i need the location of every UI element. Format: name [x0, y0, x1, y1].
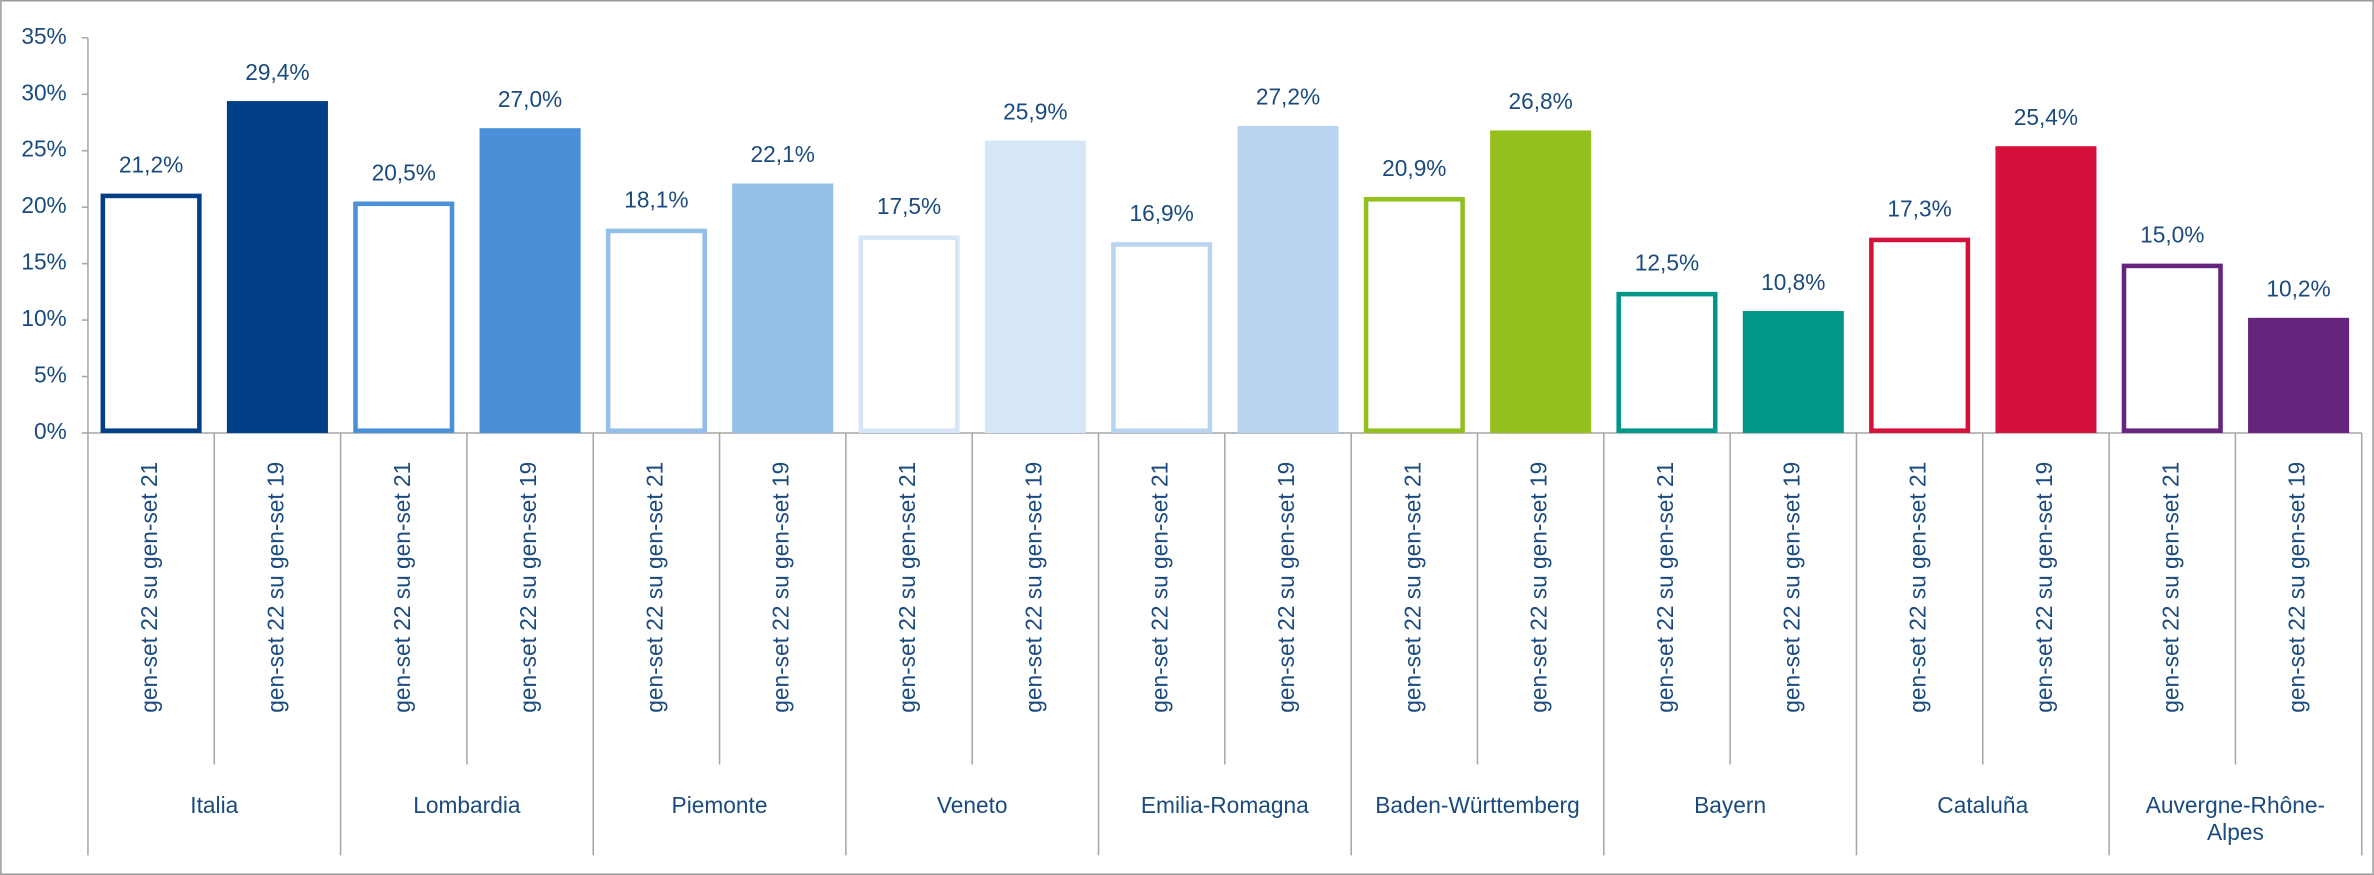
value-label: 12,5% — [1635, 250, 1699, 276]
bar — [732, 183, 834, 433]
bar — [1490, 130, 1592, 433]
category-label: Piemonte — [671, 793, 768, 819]
x-tick-label: gen-set 22 su gen-set 19 — [1526, 462, 1552, 713]
bar — [226, 101, 328, 433]
value-label: 16,9% — [1130, 200, 1194, 226]
category-label: Cataluña — [1937, 793, 2029, 819]
category-label: Veneto — [936, 793, 1008, 819]
y-tick-label: 25% — [21, 136, 66, 162]
category-label-box: Bayern — [1694, 793, 1767, 819]
value-label: 25,4% — [2014, 104, 2078, 130]
x-tick-label: gen-set 22 su gen-set 19 — [515, 462, 541, 713]
bar — [1742, 311, 1844, 433]
x-tick-label: gen-set 22 su gen-set 21 — [136, 462, 162, 713]
x-tick-label: gen-set 22 su gen-set 21 — [1399, 462, 1425, 713]
x-tick-label: gen-set 22 su gen-set 19 — [2284, 462, 2310, 713]
bar — [353, 201, 455, 433]
category-label-box: Piemonte — [671, 793, 768, 819]
y-tick-label: 30% — [21, 79, 66, 105]
bar — [479, 128, 581, 433]
value-label: 25,9% — [1003, 98, 1067, 124]
value-label: 10,2% — [2266, 276, 2330, 302]
bar — [2121, 263, 2223, 433]
category-label-box: Auvergne-Rhône-Alpes — [2145, 793, 2326, 847]
bar — [1869, 237, 1971, 433]
category-label: Emilia-Romagna — [1140, 793, 1309, 819]
bar — [1363, 197, 1465, 433]
x-tick-label: gen-set 22 su gen-set 19 — [2031, 462, 2057, 713]
value-label: 20,9% — [1382, 155, 1446, 181]
bar — [1995, 146, 2097, 433]
value-label: 29,4% — [245, 59, 309, 85]
category-label: Auvergne-Rhône-Alpes — [2145, 793, 2326, 847]
bar — [984, 140, 1086, 433]
x-tick-label: gen-set 22 su gen-set 21 — [1147, 462, 1173, 713]
bar — [100, 193, 202, 433]
category-label: Baden-Württemberg — [1375, 793, 1580, 819]
value-label: 26,8% — [1508, 88, 1572, 114]
value-label: 10,8% — [1761, 269, 1825, 295]
category-label: Italia — [190, 793, 239, 819]
value-label: 27,2% — [1256, 84, 1320, 110]
value-label: 22,1% — [751, 141, 815, 167]
x-tick-label: gen-set 22 su gen-set 19 — [1273, 462, 1299, 713]
bar — [1237, 125, 1339, 433]
x-tick-label: gen-set 22 su gen-set 21 — [2157, 462, 2183, 713]
category-label: Lombardia — [413, 793, 521, 819]
category-label-box: Baden-Württemberg — [1375, 793, 1580, 819]
bar — [1111, 242, 1213, 433]
y-tick-label: 20% — [21, 192, 66, 218]
y-tick-label: 15% — [21, 249, 66, 275]
category-label-box: Lombardia — [413, 793, 521, 819]
bar — [1616, 291, 1718, 433]
y-tick-label: 0% — [34, 418, 67, 444]
value-label: 27,0% — [498, 86, 562, 112]
category-label-box: Cataluña — [1937, 793, 2029, 819]
x-tick-label: gen-set 22 su gen-set 21 — [1652, 462, 1678, 713]
y-tick-label: 5% — [34, 362, 67, 388]
bar — [858, 235, 960, 433]
x-tick-label: gen-set 22 su gen-set 19 — [262, 462, 288, 713]
value-label: 17,5% — [877, 193, 941, 219]
x-tick-label: gen-set 22 su gen-set 21 — [389, 462, 415, 713]
value-label: 18,1% — [624, 186, 688, 212]
x-tick-label: gen-set 22 su gen-set 21 — [641, 462, 667, 713]
category-label-box: Italia — [190, 793, 239, 819]
y-tick-label: 10% — [21, 305, 66, 331]
value-label: 15,0% — [2140, 221, 2204, 247]
y-tick-label: 35% — [21, 23, 66, 49]
x-tick-label: gen-set 22 su gen-set 19 — [1778, 462, 1804, 713]
value-label: 21,2% — [119, 151, 183, 177]
x-tick-label: gen-set 22 su gen-set 21 — [1905, 462, 1931, 713]
value-label: 20,5% — [372, 159, 436, 185]
bar — [605, 228, 707, 433]
x-tick-label: gen-set 22 su gen-set 19 — [768, 462, 794, 713]
bar — [2248, 317, 2350, 433]
x-tick-label: gen-set 22 su gen-set 21 — [894, 462, 920, 713]
value-label: 17,3% — [1887, 195, 1951, 221]
category-label-box: Emilia-Romagna — [1140, 793, 1309, 819]
category-label-box: Veneto — [936, 793, 1008, 819]
x-tick-label: gen-set 22 su gen-set 19 — [1020, 462, 1046, 713]
category-label: Bayern — [1694, 793, 1767, 819]
